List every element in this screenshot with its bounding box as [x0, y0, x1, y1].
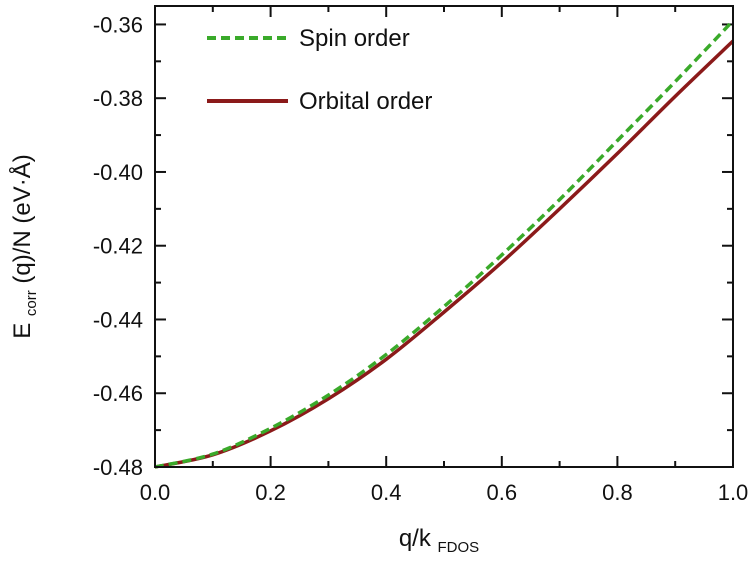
- x-axis-title: q/k FDOS: [399, 525, 479, 556]
- y-tick-label: -0.40: [93, 160, 143, 185]
- x-tick-label: 0.6: [487, 480, 518, 505]
- series-line-spin-order: [154, 19, 735, 469]
- x-tick-label: 0.2: [255, 480, 286, 505]
- plot-frame: [154, 5, 734, 468]
- y-tick-label: -0.42: [93, 234, 143, 259]
- axis-ticks: [154, 6, 734, 468]
- y-axis-title-sub: corr: [23, 290, 40, 316]
- y-axis-title: E corr (q)/N (eV·Å): [8, 154, 42, 339]
- x-tick-label: 0.8: [602, 480, 633, 505]
- y-tick-label: -0.36: [93, 12, 143, 37]
- x-tick-label: 0.0: [140, 480, 171, 505]
- y-tick-label: -0.44: [93, 307, 143, 332]
- y-tick-label: -0.38: [93, 86, 143, 111]
- legend-label-spin-order: Spin order: [299, 25, 410, 52]
- tick-labels: 0.0 0.2 0.4 0.6 0.8 1.0 -0.48 -0.46 -0.44 -0.42 -0…: [93, 12, 748, 505]
- y-axis-title-pre: E: [9, 323, 36, 339]
- legend-label-orbital-order: Orbital order: [299, 88, 432, 115]
- x-tick-label: 1.0: [718, 480, 749, 505]
- x-tick-label: 0.4: [371, 480, 402, 505]
- y-axis-title-post: (q)/N (eV·Å): [8, 154, 36, 283]
- series-line-orbital-order: [154, 39, 735, 469]
- series-layer: [154, 19, 735, 469]
- x-axis-title-main: q/k: [399, 525, 432, 552]
- x-axis-title-sub: FDOS: [438, 539, 480, 556]
- y-tick-label: -0.46: [93, 381, 143, 406]
- legend: Spin order Orbital order: [207, 25, 432, 115]
- y-tick-label: -0.48: [93, 455, 143, 480]
